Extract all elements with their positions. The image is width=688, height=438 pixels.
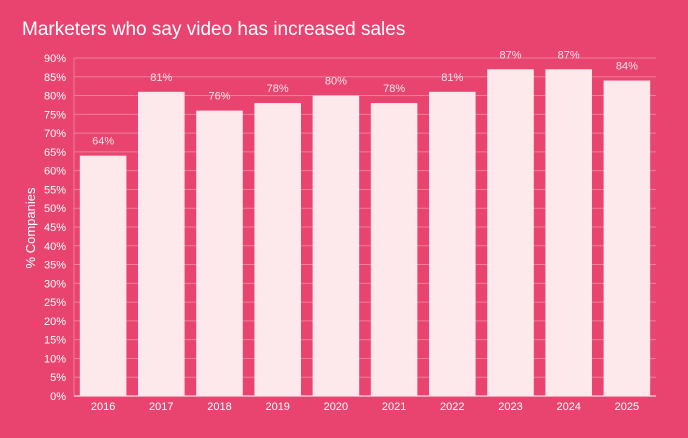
x-tick-label: 2022	[440, 401, 464, 413]
bar	[79, 155, 127, 396]
bar	[487, 69, 534, 397]
bar-value-label: 76%	[208, 91, 230, 103]
y-tick-label: 25%	[44, 297, 66, 309]
y-tick-label: 90%	[44, 53, 66, 65]
y-tick-label: 20%	[44, 316, 66, 328]
x-tick-label: 2016	[91, 401, 115, 413]
bar-value-label: 87%	[499, 49, 521, 61]
bar	[196, 110, 243, 397]
x-tick-label: 2019	[265, 401, 289, 413]
x-tick-label: 2017	[149, 401, 173, 413]
x-tick-label: 2024	[556, 401, 580, 413]
bar	[312, 95, 360, 397]
y-tick-label: 85%	[44, 72, 66, 84]
bar	[254, 103, 301, 397]
x-tick-label: 2020	[324, 401, 348, 413]
y-tick-label: 40%	[44, 241, 66, 253]
y-tick-label: 30%	[44, 278, 66, 290]
x-tick-label: 2018	[207, 401, 231, 413]
bar	[138, 91, 185, 397]
y-tick-label: 65%	[44, 147, 66, 159]
y-tick-label: 35%	[44, 260, 66, 272]
y-tick-label: 10%	[44, 353, 66, 365]
bar-value-label: 81%	[150, 72, 172, 84]
y-tick-label: 60%	[44, 166, 66, 178]
bar-value-label: 80%	[325, 76, 347, 88]
y-axis-title: % Companies	[23, 187, 38, 268]
y-tick-label: 5%	[50, 372, 66, 384]
y-tick-label: 15%	[44, 335, 66, 347]
bar	[370, 103, 418, 397]
x-tick-label: 2023	[498, 401, 522, 413]
x-tick-label: 2021	[382, 401, 406, 413]
y-tick-label: 80%	[44, 91, 66, 103]
y-tick-label: 55%	[44, 184, 66, 196]
y-tick-label: 70%	[44, 128, 66, 140]
bar	[603, 80, 651, 397]
bar-value-label: 84%	[616, 61, 638, 73]
bar	[429, 91, 476, 397]
x-tick-label: 2025	[615, 401, 639, 413]
bar-value-label: 87%	[558, 49, 580, 61]
bar-value-label: 78%	[383, 83, 405, 95]
bar-value-label: 78%	[267, 83, 289, 95]
bar	[545, 69, 592, 397]
y-tick-label: 50%	[44, 203, 66, 215]
y-tick-label: 0%	[50, 391, 66, 403]
chart-title: Marketers who say video has increased sa…	[22, 19, 406, 40]
y-tick-label: 45%	[44, 222, 66, 234]
y-tick-label: 75%	[44, 109, 66, 121]
bar-value-label: 64%	[92, 136, 114, 148]
bar-value-label: 81%	[441, 72, 463, 84]
